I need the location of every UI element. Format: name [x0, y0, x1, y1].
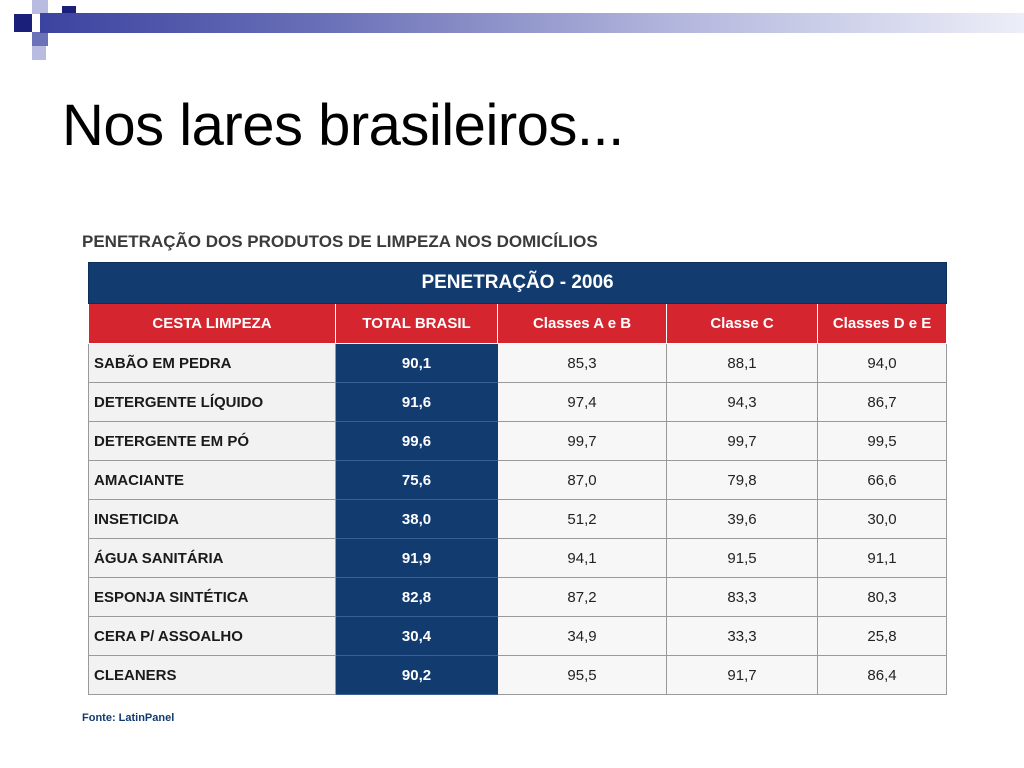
total-brasil-cell: 38,0 — [335, 499, 498, 539]
value-cell: 86,4 — [816, 655, 948, 695]
value-cell: 99,5 — [816, 421, 948, 461]
value-cell: 97,4 — [497, 382, 667, 422]
deco-square — [14, 14, 32, 32]
penetration-table-container: PENETRAÇÃO - 2006 CESTA LIMPEZA TOTAL BRA… — [87, 262, 948, 699]
total-brasil-cell: 99,6 — [335, 421, 498, 461]
value-cell: 51,2 — [497, 499, 667, 539]
total-brasil-cell: 91,6 — [335, 382, 498, 422]
value-cell: 94,1 — [497, 538, 667, 578]
row-category: DETERGENTE LÍQUIDO — [88, 382, 336, 422]
table-row: AMACIANTE 75,6 87,0 79,8 66,6 — [88, 460, 948, 500]
value-cell: 88,1 — [666, 343, 818, 383]
column-header-row: CESTA LIMPEZA TOTAL BRASIL Classes A e B Cl… — [88, 303, 948, 344]
value-cell: 91,1 — [816, 538, 948, 578]
value-cell: 99,7 — [666, 421, 818, 461]
decorative-squares — [0, 0, 90, 70]
value-cell: 86,7 — [816, 382, 948, 422]
value-cell: 87,0 — [497, 460, 667, 500]
value-cell: 80,3 — [816, 577, 948, 617]
value-cell: 34,9 — [497, 616, 667, 656]
value-cell: 94,0 — [816, 343, 948, 383]
value-cell: 33,3 — [666, 616, 818, 656]
column-header-ab: Classes A e B — [497, 303, 667, 344]
total-brasil-cell: 75,6 — [335, 460, 498, 500]
row-category: CLEANERS — [88, 655, 336, 695]
table-row: ÁGUA SANITÁRIA 91,9 94,1 91,5 91,1 — [88, 538, 948, 578]
value-cell: 91,5 — [666, 538, 818, 578]
total-brasil-cell: 82,8 — [335, 577, 498, 617]
row-category: DETERGENTE EM PÓ — [88, 421, 336, 461]
deco-square — [32, 0, 48, 14]
row-category: ÁGUA SANITÁRIA — [88, 538, 336, 578]
value-cell: 99,7 — [497, 421, 667, 461]
source-note: Fonte: LatinPanel — [82, 712, 175, 724]
total-brasil-cell: 30,4 — [335, 616, 498, 656]
value-cell: 87,2 — [497, 577, 667, 617]
row-category: SABÃO EM PEDRA — [88, 343, 336, 383]
deco-square — [32, 32, 48, 46]
row-category: ESPONJA SINTÉTICA — [88, 577, 336, 617]
value-cell: 39,6 — [666, 499, 818, 539]
value-cell: 30,0 — [816, 499, 948, 539]
value-cell: 66,6 — [816, 460, 948, 500]
table-row: CERA P/ ASSOALHO 30,4 34,9 33,3 25,8 — [88, 616, 948, 656]
value-cell: 83,3 — [666, 577, 818, 617]
row-category: INSETICIDA — [88, 499, 336, 539]
deco-square — [32, 46, 46, 60]
table-row: DETERGENTE EM PÓ 99,6 99,7 99,7 99,5 — [88, 421, 948, 461]
table-row: INSETICIDA 38,0 51,2 39,6 30,0 — [88, 499, 948, 539]
value-cell: 94,3 — [666, 382, 818, 422]
total-brasil-cell: 90,2 — [335, 655, 498, 695]
table-caption: PENETRAÇÃO DOS PRODUTOS DE LIMPEZA NOS D… — [82, 232, 598, 251]
value-cell: 25,8 — [816, 616, 948, 656]
row-category: CERA P/ ASSOALHO — [88, 616, 336, 656]
value-cell: 85,3 — [497, 343, 667, 383]
penetration-table: PENETRAÇÃO - 2006 CESTA LIMPEZA TOTAL BRA… — [87, 262, 948, 695]
table-row: SABÃO EM PEDRA 90,1 85,3 88,1 94,0 — [88, 343, 948, 383]
value-cell: 79,8 — [666, 460, 818, 500]
table-row: CLEANERS 90,2 95,5 91,7 86,4 — [88, 655, 948, 695]
value-cell: 91,7 — [666, 655, 818, 695]
column-header-c: Classe C — [666, 303, 818, 344]
table-row: DETERGENTE LÍQUIDO 91,6 97,4 94,3 86,7 — [88, 382, 948, 422]
column-header-total: TOTAL BRASIL — [335, 303, 498, 344]
page-title: Nos lares brasileiros... — [62, 93, 624, 158]
total-brasil-cell: 90,1 — [335, 343, 498, 383]
table-title: PENETRAÇÃO - 2006 — [87, 262, 948, 304]
header-gradient-bar — [40, 13, 1024, 33]
column-header-cesta: CESTA LIMPEZA — [88, 303, 336, 344]
table-body: SABÃO EM PEDRA 90,1 85,3 88,1 94,0 DETERGENTE… — [88, 343, 948, 695]
total-brasil-cell: 91,9 — [335, 538, 498, 578]
column-header-de: Classes D e E — [816, 303, 948, 344]
value-cell: 95,5 — [497, 655, 667, 695]
row-category: AMACIANTE — [88, 460, 336, 500]
table-row: ESPONJA SINTÉTICA 82,8 87,2 83,3 80,3 — [88, 577, 948, 617]
